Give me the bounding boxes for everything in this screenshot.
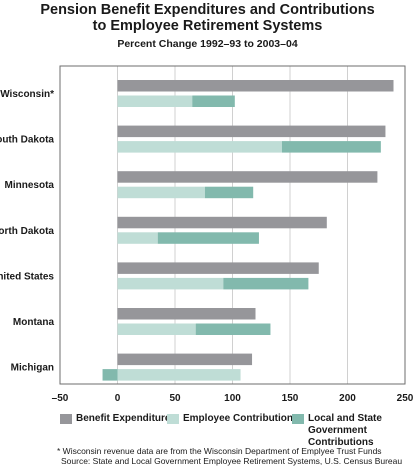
legend-swatch-employee — [167, 414, 179, 424]
bar-employee-contributions — [117, 323, 196, 335]
bar-employee-contributions — [117, 232, 158, 244]
chart-title-line-2: to Employee Retirement Systems — [92, 18, 323, 34]
legend-label-employee: Employee Contributions — [183, 413, 299, 424]
category-label: Michigan — [11, 363, 54, 374]
tick-labels: –50 0 50 100 150 200 250 — [52, 393, 414, 404]
category-label: Minnesota — [5, 180, 55, 191]
bar-government-contributions — [195, 323, 271, 335]
bar-benefit-expenditures — [117, 171, 378, 183]
bar-government-contributions — [192, 95, 235, 107]
x-tick-label: 50 — [169, 393, 181, 404]
category-label: Wisconsin* — [0, 89, 54, 100]
bar-benefit-expenditures — [117, 216, 327, 229]
x-tick-label: 200 — [339, 393, 356, 404]
bar-employee-contributions — [117, 369, 241, 381]
category-label: South Dakota — [0, 135, 54, 146]
bar-benefit-expenditures — [117, 308, 256, 320]
bar-employee-contributions — [117, 95, 193, 107]
bar-employee-contributions — [117, 277, 224, 290]
footnote: * Wisconsin revenue data are from the Wi… — [57, 446, 382, 456]
legend-label-benefit: Benefit Expenditures — [76, 413, 177, 424]
x-tick-label: –50 — [52, 393, 69, 404]
x-tick-label: 250 — [397, 393, 414, 404]
source-note: Source: State and Local Government Emplo… — [61, 456, 403, 466]
chart-title-line-1: Pension Benefit Expenditures and Contrib… — [40, 2, 375, 18]
bar-benefit-expenditures — [117, 353, 253, 366]
legend-label-government-line-1: Local and State — [308, 413, 382, 424]
plot-frame — [59, 65, 406, 385]
x-tick-label: 0 — [115, 393, 121, 404]
category-labels: Wisconsin* South Dakota Minnesota North Dak… — [0, 89, 54, 374]
bar-government-contributions — [102, 369, 118, 381]
category-label: North Dakota — [0, 226, 54, 237]
bar-benefit-expenditures — [117, 262, 319, 274]
bar-employee-contributions — [117, 141, 282, 153]
legend-swatch-benefit — [60, 414, 72, 424]
x-tick-label: 150 — [282, 393, 299, 404]
category-label: Montana — [13, 317, 55, 328]
category-label: United States — [0, 271, 54, 282]
bar-government-contributions — [204, 186, 254, 199]
chart-subtitle: Percent Change 1992–93 to 2003–04 — [117, 38, 298, 50]
bar-benefit-expenditures — [117, 80, 394, 92]
legend-label-government-line-2: Government Contributions — [308, 425, 374, 448]
legend-swatch-government — [292, 414, 304, 424]
bar-government-contributions — [281, 141, 381, 153]
bar-government-contributions — [157, 232, 259, 244]
bars — [102, 80, 394, 381]
x-tick-label: 100 — [224, 393, 241, 404]
bar-government-contributions — [223, 277, 309, 290]
bar-benefit-expenditures — [117, 125, 386, 138]
bar-employee-contributions — [117, 186, 205, 199]
